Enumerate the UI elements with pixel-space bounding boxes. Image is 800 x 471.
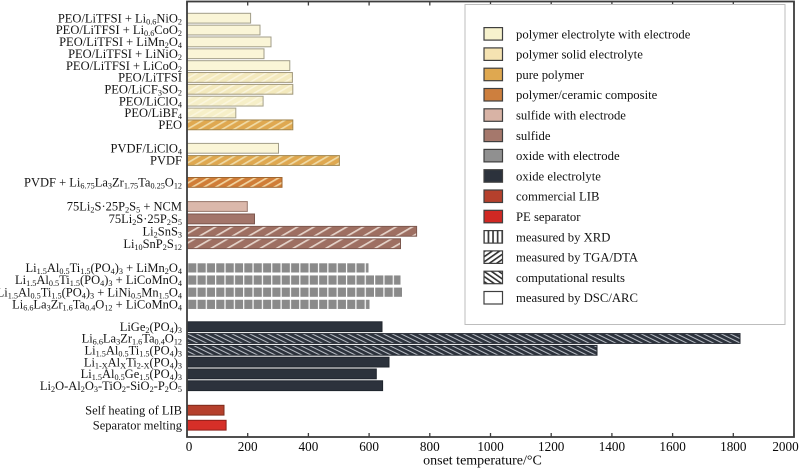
svg-text:PEO/LiTFSI: PEO/LiTFSI — [118, 71, 182, 85]
svg-text:75Li2S·25P2S5 + NCM: 75Li2S·25P2S5 + NCM — [67, 200, 182, 215]
svg-text:polymer electrolyte with elect: polymer electrolyte with electrode — [516, 27, 691, 41]
svg-text:2000: 2000 — [772, 439, 799, 454]
svg-text:600: 600 — [359, 439, 379, 454]
svg-text:PVDF + Li6.75La3Zr1.75Ta0.25O1: PVDF + Li6.75La3Zr1.75Ta0.25O12 — [24, 176, 182, 191]
svg-text:75Li2S·25P2S5: 75Li2S·25P2S5 — [109, 212, 182, 227]
svg-text:1000: 1000 — [477, 439, 504, 454]
svg-text:Li1.5Al0.5Ti1.5(PO4)3: Li1.5Al0.5Ti1.5(PO4)3 — [85, 344, 183, 359]
svg-text:commercial LIB: commercial LIB — [516, 190, 600, 204]
svg-text:computational results: computational results — [516, 271, 625, 285]
svg-text:oxide with electrode: oxide with electrode — [516, 149, 620, 163]
svg-text:sulfide: sulfide — [516, 129, 551, 143]
svg-text:800: 800 — [420, 439, 440, 454]
svg-text:Li2O-Al2O3-TiO2-SiO2-P2O5: Li2O-Al2O3-TiO2-SiO2-P2O5 — [40, 379, 182, 394]
svg-text:1400: 1400 — [599, 439, 626, 454]
svg-text:PEO/LiBF4: PEO/LiBF4 — [124, 106, 182, 121]
svg-text:onset temperature/°C: onset temperature/°C — [423, 454, 542, 469]
svg-text:PE separator: PE separator — [516, 210, 581, 224]
svg-text:200: 200 — [238, 439, 258, 454]
svg-text:1600: 1600 — [659, 439, 686, 454]
svg-text:pure polymer: pure polymer — [516, 68, 585, 82]
svg-text:Separator melting: Separator melting — [93, 418, 183, 432]
svg-text:PEO/LiTFSI + LiMn2O4: PEO/LiTFSI + LiMn2O4 — [59, 35, 182, 50]
svg-text:PEO: PEO — [158, 118, 182, 132]
svg-text:polymer/ceramic composite: polymer/ceramic composite — [516, 88, 658, 102]
svg-text:PVDF/LiClO4: PVDF/LiClO4 — [111, 142, 182, 157]
svg-text:sulfide with electrode: sulfide with electrode — [516, 109, 626, 123]
svg-text:LiGe2(PO4)3: LiGe2(PO4)3 — [120, 320, 182, 335]
svg-text:Li1-XAlXTi2-X(PO4)3: Li1-XAlXTi2-X(PO4)3 — [84, 355, 182, 370]
svg-text:PEO/LiClO4: PEO/LiClO4 — [119, 94, 182, 109]
svg-text:measured by XRD: measured by XRD — [516, 230, 610, 244]
svg-text:Self heating of LIB: Self heating of LIB — [85, 403, 182, 417]
svg-text:PEO/LiTFSI + LiNiO2: PEO/LiTFSI + LiNiO2 — [68, 47, 182, 62]
svg-text:Li10SnP2S12: Li10SnP2S12 — [123, 237, 182, 252]
svg-text:polymer solid electrolyte: polymer solid electrolyte — [516, 48, 643, 62]
svg-text:oxide electrolyte: oxide electrolyte — [516, 169, 601, 183]
svg-text:Li1.5Al0.5Ge1.5(PO4)3: Li1.5Al0.5Ge1.5(PO4)3 — [81, 367, 182, 382]
svg-text:measured by TGA/DTA: measured by TGA/DTA — [516, 251, 639, 265]
svg-text:PVDF: PVDF — [150, 154, 182, 168]
svg-text:Li2SnS3: Li2SnS3 — [143, 225, 182, 240]
svg-text:0: 0 — [186, 439, 193, 454]
svg-text:measured by DSC/ARC: measured by DSC/ARC — [516, 291, 638, 305]
svg-text:Li6.6La3Zr1.6Ta0.4O12 + LiCoMn: Li6.6La3Zr1.6Ta0.4O12 + LiCoMnO4 — [12, 298, 182, 313]
svg-text:400: 400 — [299, 439, 319, 454]
svg-text:PEO/LiCF3SO2: PEO/LiCF3SO2 — [104, 83, 182, 98]
svg-text:1800: 1800 — [720, 439, 747, 454]
svg-text:1200: 1200 — [538, 439, 565, 454]
svg-text:PEO/LiTFSI + LiCoO2: PEO/LiTFSI + LiCoO2 — [66, 59, 182, 74]
